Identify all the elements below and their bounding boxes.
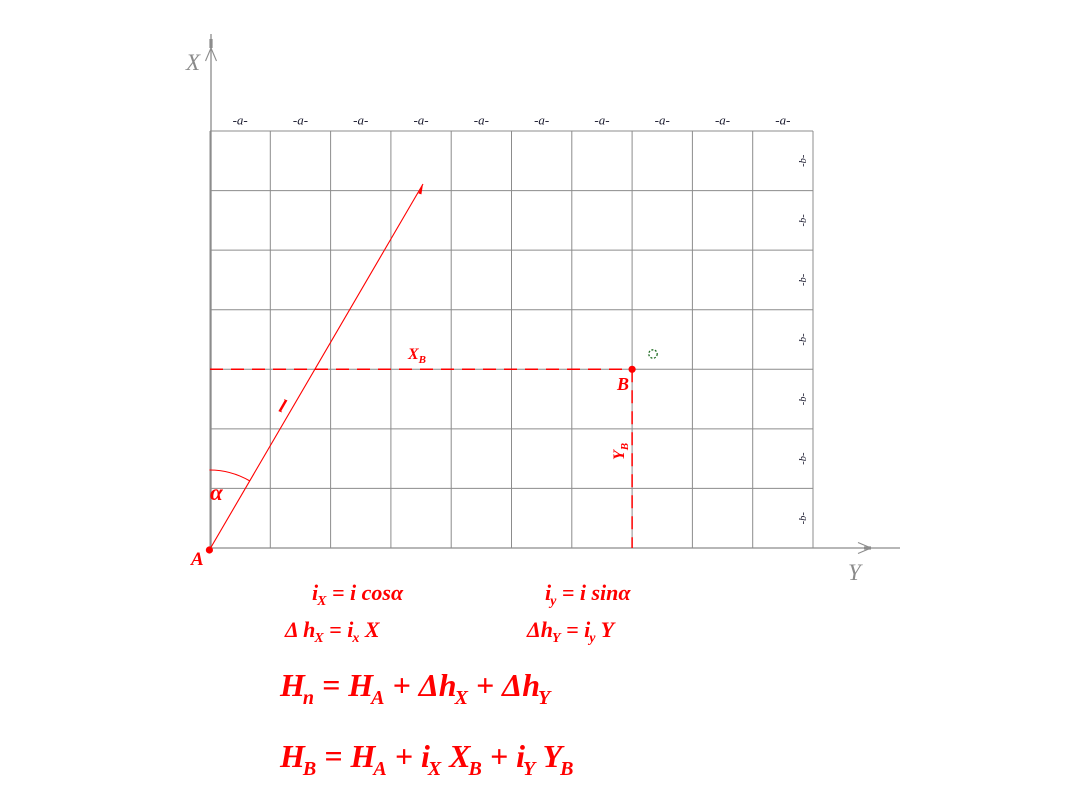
svg-text:-b-: -b- (798, 273, 809, 286)
svg-text:-b-: -b- (798, 392, 809, 405)
svg-text:A: A (190, 549, 204, 570)
svg-text:iy = i sinα: iy = i sinα (545, 580, 631, 609)
svg-text:Y: Y (848, 560, 863, 585)
svg-text:HB = HA + iX XB + iY YB: HB = HA + iX XB + iY YB (279, 738, 574, 780)
svg-text:Δ hX = ix X: Δ hX = ix X (284, 617, 381, 646)
svg-text:l: l (276, 396, 289, 418)
svg-text:B: B (616, 374, 629, 394)
svg-text:-b-: -b- (798, 512, 809, 525)
svg-text:-b-: -b- (798, 333, 809, 346)
svg-text:XB: XB (407, 346, 426, 366)
svg-text:-a-: -a- (775, 113, 790, 128)
svg-text:-a-: -a- (715, 113, 730, 128)
svg-text:ΔhY = iy Y: ΔhY = iy Y (526, 617, 617, 646)
svg-text:X: X (185, 50, 201, 75)
svg-text:-a-: -a- (655, 113, 670, 128)
svg-text:YB: YB (611, 443, 631, 460)
svg-text:-b-: -b- (798, 214, 809, 227)
svg-text:Hn = HA + ΔhX + ΔhY: Hn = HA + ΔhX + ΔhY (279, 667, 552, 709)
svg-text:-a-: -a- (413, 113, 428, 128)
svg-text:α: α (210, 480, 224, 505)
svg-text:-a-: -a- (233, 113, 248, 128)
svg-text:iX = i cosα: iX = i cosα (312, 580, 404, 609)
svg-text:-b-: -b- (798, 452, 809, 465)
svg-text:-a-: -a- (594, 113, 609, 128)
svg-text:-a-: -a- (353, 113, 368, 128)
svg-text:-a-: -a- (474, 113, 489, 128)
svg-text:-b-: -b- (798, 154, 809, 167)
svg-text:-a-: -a- (534, 113, 549, 128)
svg-text:-a-: -a- (293, 113, 308, 128)
